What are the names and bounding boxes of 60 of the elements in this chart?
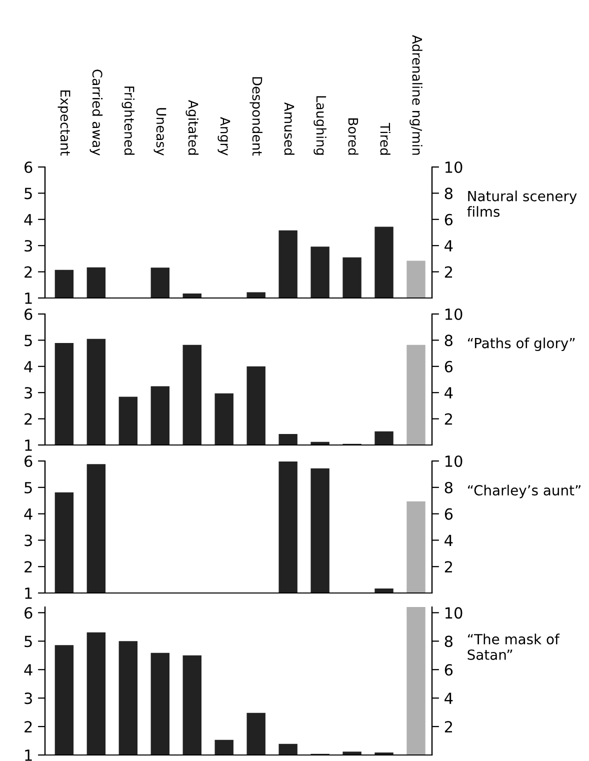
y-tick-label: 1 [25,750,32,761]
y-tick-label: 6 [24,161,32,174]
y2-tick-label: 2 [444,721,452,732]
y2-tick-label: 8 [444,334,452,346]
y-tick-label: 2 [24,266,32,278]
y-tick-label: 6 [24,455,32,468]
y-tick-label: 1 [25,292,32,304]
y-tick-label: 3 [24,387,32,399]
y2-tick-label: 10 [445,161,462,174]
y2-tick-label: 4 [444,387,453,398]
y-tick-label: 5 [24,334,32,346]
y2-tick-label: 4 [444,692,453,704]
y-tick-label: 6 [24,607,32,619]
x-tick-label: Laughing [314,96,326,155]
y2-tick-label: 10 [445,607,462,619]
y-tick-label: 2 [24,721,32,732]
y-tick-label: 4 [24,214,32,226]
x-tick-label: Amused [284,102,294,155]
y-tick-label: 5 [24,636,32,648]
x-tick-label: Adrenaline ng/min [410,35,422,155]
y-tick-label: 2 [24,561,32,572]
x-tick-label: Frightened [122,86,135,155]
y-tick-label: 6 [24,308,32,320]
y2-tick-label: 2 [444,266,452,278]
x-tick-label: Bored [348,118,358,155]
x-tick-label: Carried away [90,70,103,156]
y2-tick-label: 4 [444,534,453,546]
text: “Charley’s aunt” [468,484,580,498]
y-tick-label: 1 [25,588,32,599]
y-tick-label: 2 [24,413,32,425]
x-tick-label: Angry [218,116,230,156]
x-tick-label: Despondent [250,77,262,156]
x-tick-label: Tired [380,122,390,155]
y2-tick-label: 10 [445,455,462,468]
y2-tick-label: 8 [444,636,452,648]
x-tick-label: Expectant [58,90,70,156]
text: Natural scenery films [467,190,577,217]
x-tick-label: Uneasy [154,108,166,156]
y-tick-label: 3 [24,692,32,704]
y-tick-label: 3 [24,534,32,546]
y-tick-label: 5 [24,482,32,494]
y2-tick-label: 10 [445,308,462,320]
y2-tick-label: 6 [444,508,453,520]
y2-tick-label: 8 [444,188,452,200]
y-tick-label: 5 [24,188,32,200]
y2-tick-label: 2 [444,561,452,572]
y-tick-label: 4 [24,361,32,372]
text: “Paths of glory” [468,338,575,352]
x-tick-label: Agitated [186,100,199,155]
y2-tick-label: 6 [444,214,453,226]
y2-tick-label: 2 [444,413,452,425]
y2-tick-label: 4 [444,240,453,252]
y-tick-label: 4 [24,508,32,520]
y2-tick-label: 8 [444,482,452,494]
y-tick-label: 1 [25,440,32,451]
y2-tick-label: 6 [444,360,453,372]
text: “The mask of Satan” [468,634,560,660]
y2-tick-label: 6 [444,664,453,676]
y-tick-label: 4 [24,664,32,676]
y-tick-label: 3 [24,240,32,252]
